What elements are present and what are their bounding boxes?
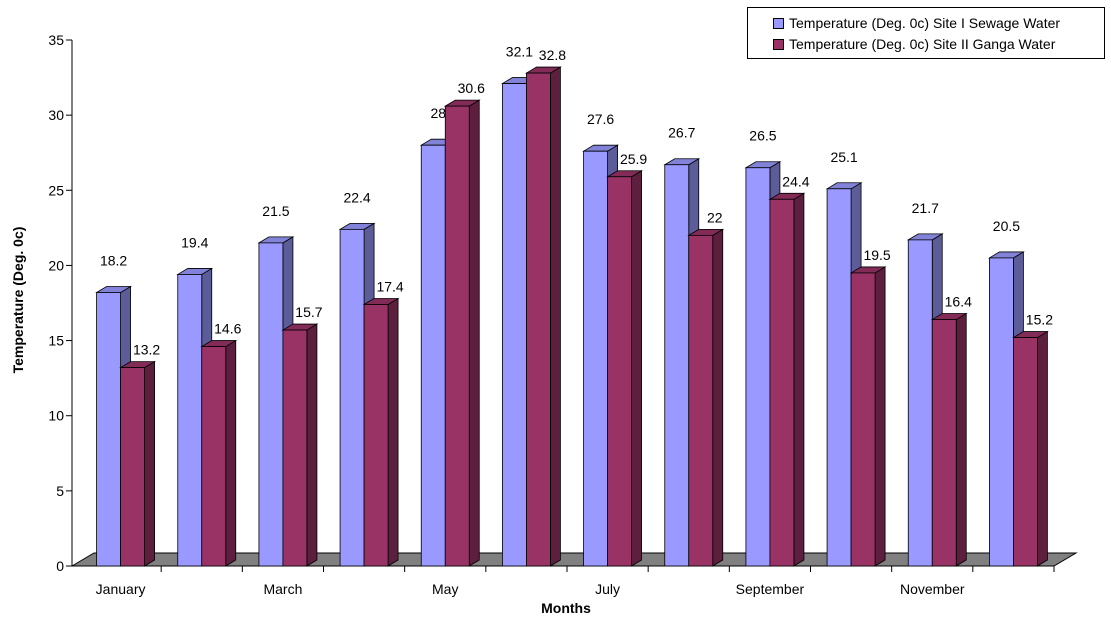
bar-site-2 (930, 312, 968, 567)
bar-site-2 (524, 66, 562, 567)
x-tick-label: May (432, 581, 458, 597)
y-tick-label: 20 (48, 257, 64, 273)
data-label-site-1: 32.1 (506, 44, 533, 60)
bar-side (550, 66, 561, 567)
data-label-site-1: 28 (430, 105, 446, 121)
bar-side (712, 228, 724, 567)
data-label-site-1: 26.7 (668, 125, 695, 141)
bar-side (387, 297, 399, 567)
data-label-site-2: 13.2 (133, 342, 160, 358)
bar-front (826, 188, 852, 567)
data-label-site-2: 15.7 (295, 304, 322, 320)
bar-front (526, 72, 551, 567)
data-label-site-1: 21.5 (262, 203, 289, 219)
legend: Temperature (Deg. 0c) Site I Sewage Wate… (747, 7, 1105, 59)
data-label-site-2: 16.4 (945, 294, 972, 310)
y-axis-title: Temperature (Deg. 0c) (10, 227, 26, 374)
data-label-site-2: 14.6 (214, 321, 241, 337)
x-tick-label: September (736, 581, 805, 597)
legend-item-site-1: Temperature (Deg. 0c) Site I Sewage Wate… (773, 14, 1060, 32)
data-label-site-1: 20.5 (993, 218, 1020, 234)
bar-side (144, 360, 155, 567)
bar-front (607, 176, 632, 567)
bar-site-2 (768, 192, 806, 567)
data-label-site-2: 19.5 (863, 247, 890, 263)
data-label-site-2: 15.2 (1026, 312, 1053, 328)
bar-front (502, 83, 527, 567)
data-label-site-2: 17.4 (376, 279, 403, 295)
x-tick-label: July (595, 581, 620, 597)
y-tick-label: 25 (48, 182, 64, 198)
bar-front (120, 367, 145, 567)
bar-side (306, 323, 318, 567)
bar-front (420, 144, 446, 567)
data-label-site-1: 19.4 (181, 234, 208, 250)
bar-front (444, 105, 470, 567)
bar-front (688, 234, 714, 567)
bar-front (339, 228, 365, 567)
legend-swatch-site-2 (773, 38, 784, 50)
y-tick-label: 0 (56, 558, 64, 574)
data-label-site-2: 22 (707, 209, 723, 225)
bar-side (955, 312, 967, 567)
legend-item-site-2: Temperature (Deg. 0c) Site II Ganga Wate… (773, 35, 1055, 53)
bar-site-2 (687, 228, 725, 567)
bar-side (468, 99, 480, 567)
data-label-site-2: 30.6 (458, 80, 485, 96)
data-label-site-1: 25.1 (830, 149, 857, 165)
bar-front (363, 304, 389, 567)
bar-front (282, 329, 308, 567)
bar-front (1013, 337, 1038, 567)
bar-front (769, 198, 795, 567)
bar-site-2 (443, 99, 481, 567)
bar-site-2 (281, 323, 319, 567)
legend-swatch-site-1 (773, 17, 784, 29)
bar-site-2 (849, 266, 887, 567)
data-label-site-1: 22.4 (343, 189, 370, 205)
legend-label-site-1: Temperature (Deg. 0c) Site I Sewage Wate… (789, 15, 1061, 31)
x-tick-label: March (263, 581, 302, 597)
bar-side (793, 192, 805, 567)
bar-front (664, 164, 690, 567)
x-axis-title: Months (541, 600, 591, 616)
chart-bars (95, 66, 1049, 567)
bar-side (1037, 330, 1048, 567)
data-label-site-1: 18.2 (100, 252, 127, 268)
data-label-site-1: 21.7 (912, 200, 939, 216)
bar-front (201, 346, 227, 567)
bar-front (177, 274, 203, 567)
x-tick-label: November (900, 581, 965, 597)
bar-front (258, 242, 284, 567)
chart-axes: 0 5 10 15 20 25 30 35 January March May July Septemb… (48, 32, 1055, 597)
y-tick-label: 35 (48, 32, 64, 48)
bar-site-2 (362, 297, 400, 567)
bar-site-2 (119, 360, 157, 567)
bar-site-2 (1011, 330, 1049, 567)
x-tick-label: January (96, 581, 146, 597)
y-tick-label: 5 (56, 483, 64, 499)
y-tick-label: 15 (48, 333, 64, 349)
bar-side (874, 266, 886, 567)
bar-front (583, 150, 608, 567)
y-tick-label: 10 (48, 408, 64, 424)
bar-site-2 (200, 339, 238, 567)
data-label-site-1: 27.6 (587, 111, 614, 127)
bar-front (989, 257, 1014, 567)
bar-front (745, 167, 771, 567)
bar-side (225, 339, 237, 567)
data-label-site-2: 24.4 (782, 173, 809, 189)
y-tick-label: 30 (48, 107, 64, 123)
data-label-site-2: 25.9 (620, 151, 647, 167)
bar-front (931, 319, 957, 567)
data-label-site-1: 26.5 (749, 128, 776, 144)
bar-front (907, 239, 933, 567)
bar-side (631, 170, 642, 567)
chart-labels: 18.2 13.2 19.4 14.6 21.5 15.7 22.4 17.4 28 30.6 32… (100, 44, 1053, 358)
legend-label-site-2: Temperature (Deg. 0c) Site II Ganga Wate… (789, 36, 1056, 52)
data-label-site-2: 32.8 (539, 47, 566, 63)
bar-front (850, 272, 876, 567)
bar-site-2 (606, 170, 644, 567)
bar-front (96, 292, 121, 567)
